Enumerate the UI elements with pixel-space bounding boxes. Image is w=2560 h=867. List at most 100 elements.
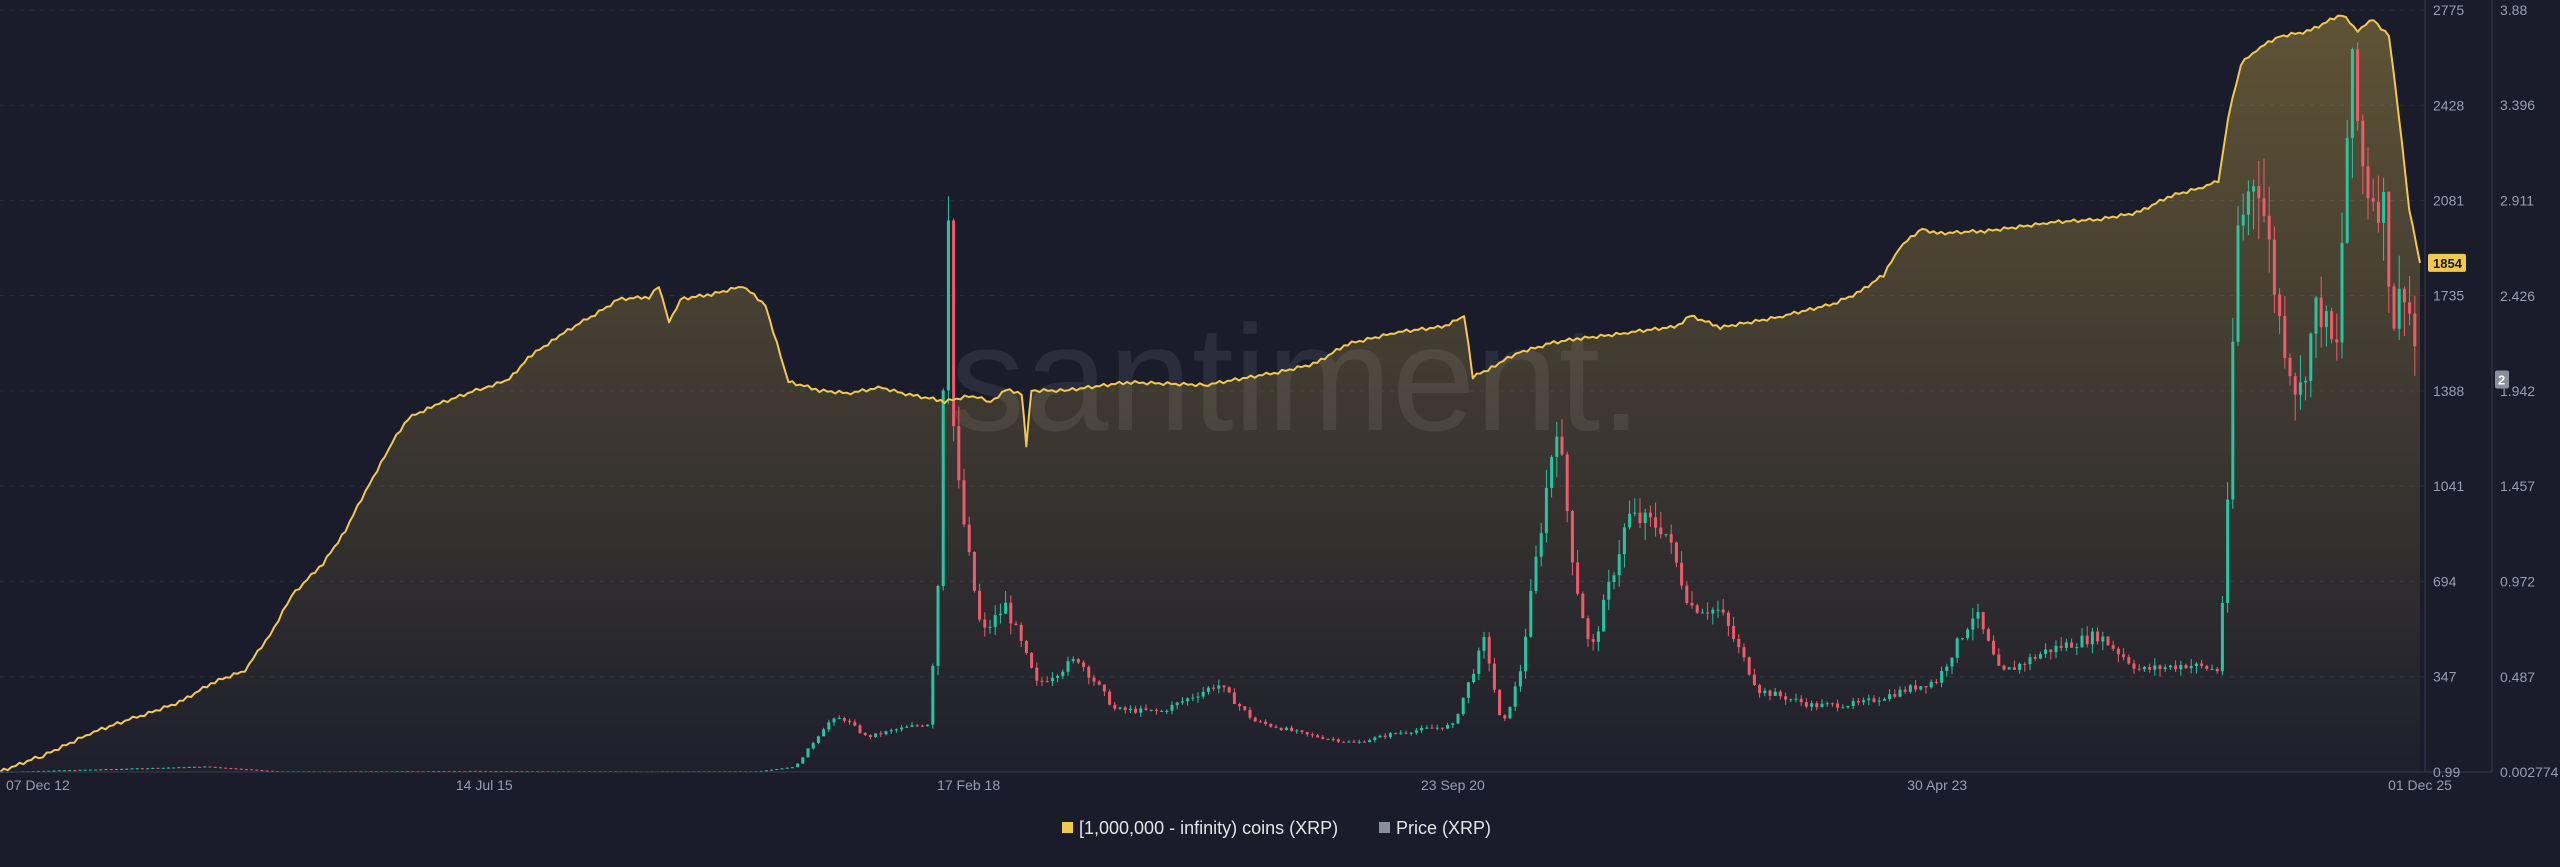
price-candle[interactable] (1784, 696, 1788, 700)
price-candle[interactable] (1009, 602, 1013, 624)
price-candle[interactable] (2236, 225, 2240, 342)
price-candle[interactable] (218, 767, 222, 769)
price-candle[interactable] (1414, 730, 1418, 733)
price-candle[interactable] (1362, 741, 1366, 743)
price-candle[interactable] (42, 770, 46, 772)
price-candle[interactable] (770, 769, 774, 771)
price-candle[interactable] (1004, 602, 1008, 614)
price-candle[interactable] (1872, 698, 1876, 702)
price-candle[interactable] (478, 770, 482, 772)
price-candle[interactable] (1799, 698, 1803, 703)
price-candle[interactable] (1092, 677, 1096, 682)
price-candle[interactable] (1648, 512, 1652, 518)
price-candle[interactable] (1633, 512, 1637, 514)
price-candle[interactable] (1326, 738, 1330, 740)
price-candle[interactable] (1217, 685, 1221, 689)
price-candle[interactable] (1586, 618, 1590, 639)
price-candle[interactable] (2210, 668, 2214, 670)
price-candle[interactable] (780, 768, 784, 770)
price-candle[interactable] (1524, 636, 1528, 672)
price-candle[interactable] (260, 770, 264, 772)
price-candle[interactable] (1659, 527, 1663, 535)
price-candle[interactable] (1867, 698, 1871, 701)
price-candle[interactable] (1446, 725, 1450, 729)
price-candle[interactable] (1269, 724, 1273, 727)
price-candle[interactable] (2298, 382, 2302, 395)
price-candle[interactable] (2335, 339, 2339, 343)
price-candle[interactable] (842, 718, 846, 721)
price-candle[interactable] (2330, 311, 2334, 340)
price-candle[interactable] (229, 768, 233, 770)
price-candle[interactable] (1097, 681, 1101, 685)
price-candle[interactable] (1747, 657, 1751, 675)
price-candle[interactable] (1576, 562, 1580, 594)
price-candle[interactable] (1706, 612, 1710, 614)
price-candle[interactable] (1222, 685, 1226, 688)
price-candle[interactable] (2116, 648, 2120, 655)
price-candle[interactable] (94, 769, 98, 771)
price-candle[interactable] (2075, 647, 2079, 649)
price-candle[interactable] (1040, 680, 1044, 682)
price-candle[interactable] (270, 770, 274, 772)
price-candle[interactable] (73, 770, 77, 772)
price-candle[interactable] (1992, 640, 1996, 655)
price-candle[interactable] (1945, 666, 1949, 671)
price-candle[interactable] (1180, 701, 1184, 703)
price-candle[interactable] (2205, 665, 2209, 669)
price-candle[interactable] (1815, 703, 1819, 708)
price-candle[interactable] (1451, 723, 1455, 725)
price-candle[interactable] (1378, 735, 1382, 738)
price-candle[interactable] (1804, 702, 1808, 707)
price-candle[interactable] (1456, 714, 1460, 724)
price-candle[interactable] (130, 768, 134, 770)
price-candle[interactable] (863, 733, 867, 736)
price-candle[interactable] (2215, 668, 2219, 672)
price-candle[interactable] (1851, 701, 1855, 706)
price-candle[interactable] (1768, 690, 1772, 696)
price-candle[interactable] (1175, 702, 1179, 706)
price-candle[interactable] (2314, 297, 2318, 334)
price-candle[interactable] (1981, 612, 1985, 630)
price-candle[interactable] (1336, 739, 1340, 742)
price-candle[interactable] (1196, 696, 1200, 698)
price-candle[interactable] (1643, 512, 1647, 523)
price-candles[interactable] (0, 42, 2417, 773)
price-candle[interactable] (1238, 704, 1242, 707)
price-candle[interactable] (775, 769, 779, 770)
price-candle[interactable] (1789, 699, 1793, 701)
price-candle[interactable] (998, 613, 1002, 616)
price-candle[interactable] (1622, 527, 1626, 555)
price-candle[interactable] (1472, 673, 1476, 683)
price-candle[interactable] (785, 767, 789, 769)
price-candle[interactable] (1014, 623, 1018, 625)
price-candle[interactable] (1232, 692, 1236, 704)
price-candle[interactable] (2257, 186, 2261, 199)
price-candle[interactable] (1721, 609, 1725, 613)
price-candle[interactable] (1607, 581, 1611, 600)
price-candle[interactable] (1035, 667, 1039, 681)
price-candle[interactable] (1924, 686, 1928, 688)
price-candle[interactable] (198, 766, 202, 768)
price-candle[interactable] (1352, 741, 1356, 743)
price-candle[interactable] (1383, 735, 1387, 737)
price-candle[interactable] (1165, 710, 1169, 712)
price-candle[interactable] (1888, 694, 1892, 700)
price-candle[interactable] (2137, 668, 2141, 670)
price-candle[interactable] (2382, 192, 2386, 223)
price-candle[interactable] (1778, 691, 1782, 697)
price-candle[interactable] (1331, 739, 1335, 740)
price-candle[interactable] (213, 766, 217, 768)
price-candle[interactable] (915, 725, 919, 727)
price-candle[interactable] (1071, 659, 1075, 662)
price-candle[interactable] (2194, 663, 2198, 667)
price-candle[interactable] (1347, 741, 1351, 743)
price-candle[interactable] (1394, 733, 1398, 735)
price-candle[interactable] (1258, 721, 1262, 723)
price-candle[interactable] (1856, 701, 1860, 703)
price-candle[interactable] (1477, 650, 1481, 674)
price-candle[interactable] (2220, 603, 2224, 672)
price-candle[interactable] (78, 769, 82, 771)
legend[interactable]: [1,000,000 - infinity) coins (XRP) Price … (1062, 818, 1491, 838)
price-candle[interactable] (920, 725, 924, 727)
price-candle[interactable] (1539, 533, 1543, 557)
